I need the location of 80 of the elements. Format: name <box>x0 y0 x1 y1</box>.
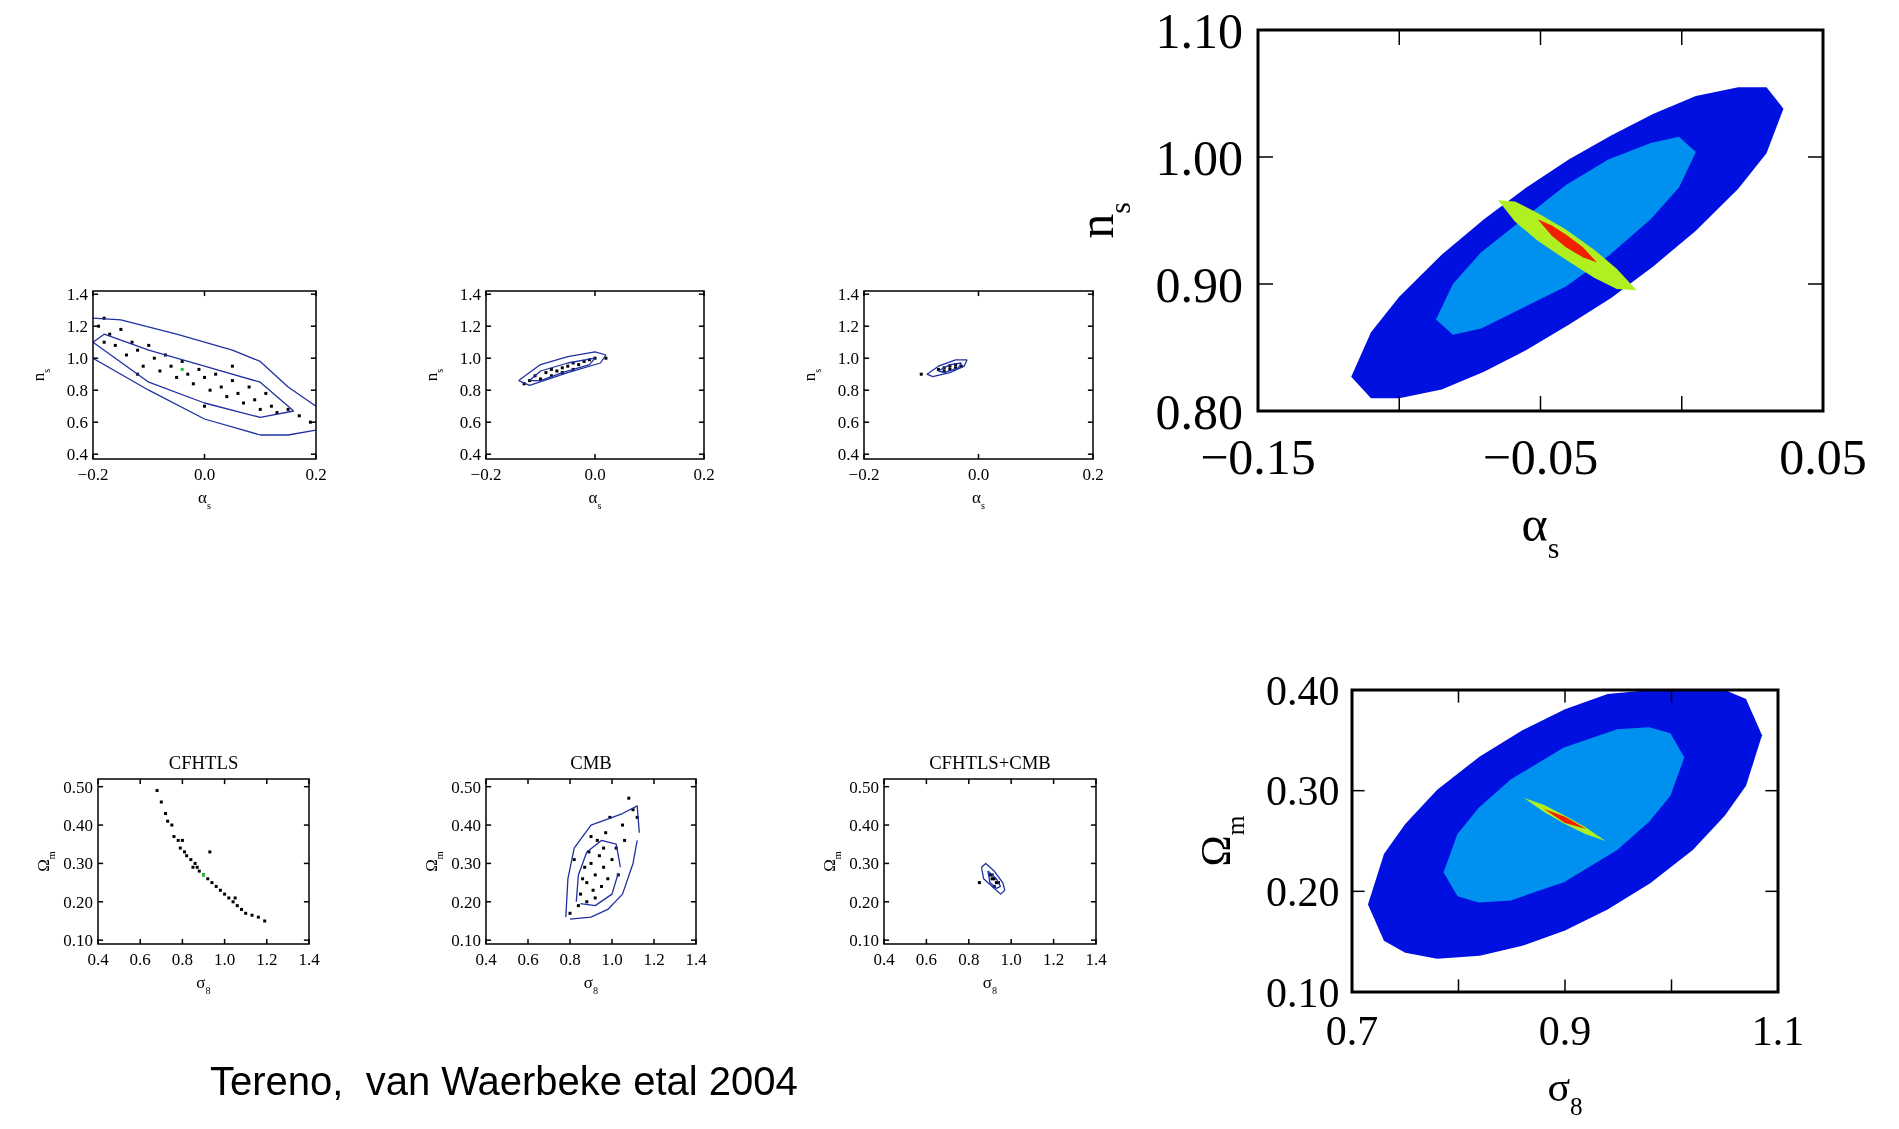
y-tick-label: 0.8 <box>66 381 88 401</box>
y-tick-label: 0.10 <box>451 931 481 951</box>
y-tick-label: 0.50 <box>63 777 93 797</box>
x-tick-label: 1.2 <box>1042 950 1065 970</box>
x-tick-label: 1.2 <box>256 950 278 970</box>
x-axis-title: σ$_{8}$ <box>196 973 211 996</box>
x-axis-title: α$_{s}$ <box>972 488 985 511</box>
x-tick-label: 0.2 <box>305 465 327 485</box>
y-tick-label: 0.40 <box>451 816 481 835</box>
y-tick-label: 0.30 <box>63 854 93 874</box>
x-tick-label: 0.4 <box>873 950 896 970</box>
x-tick-label: 1.0 <box>601 950 623 970</box>
x-tick-label: −0.2 <box>470 465 502 485</box>
y-tick-label: 0.20 <box>849 892 879 912</box>
x-tick-label: 0.6 <box>129 950 151 970</box>
y-tick-label: 0.30 <box>1265 768 1340 815</box>
x-tick-label: 1.4 <box>1085 950 1108 970</box>
x-tick-label: 0.8 <box>559 950 581 970</box>
x-tick-label: −0.2 <box>848 465 880 485</box>
x-tick-label: 1.1 <box>1751 1007 1805 1054</box>
y-tick-label: 0.30 <box>451 854 481 874</box>
y-tick-label: 1.2 <box>837 317 859 337</box>
y-tick-label: 1.4 <box>837 285 860 305</box>
y-tick-label: 1.2 <box>459 317 481 337</box>
x-tick-label: 0.9 <box>1538 1007 1592 1054</box>
y-tick-label: 0.10 <box>849 931 879 951</box>
y-tick-label: 1.4 <box>66 285 89 305</box>
x-tick-label: 0.6 <box>915 950 938 970</box>
y-tick-label: 0.50 <box>849 777 879 797</box>
x-tick-label: 0.05 <box>1779 428 1867 485</box>
x-tick-label: 0.2 <box>1082 465 1104 485</box>
y-tick-label: 0.8 <box>837 381 859 401</box>
y-tick-label: 0.40 <box>849 816 879 835</box>
x-tick-label: −0.2 <box>77 465 109 485</box>
chart-title: CFHTLS <box>168 751 239 773</box>
y-tick-label: 0.30 <box>849 854 879 874</box>
y-tick-label: 1.0 <box>837 349 859 369</box>
x-axis-title: σ$_{8}$ <box>982 973 998 996</box>
x-tick-label: 1.0 <box>213 950 236 970</box>
chart-title: CMB <box>570 751 612 773</box>
x-tick-label: 1.0 <box>1000 950 1022 970</box>
y-tick-label: 0.80 <box>1155 383 1243 440</box>
x-tick-label: 0.0 <box>584 465 606 485</box>
y-tick-label: 0.8 <box>459 381 481 401</box>
text: Tereno, van Waerbeke etal 2004 <box>210 1059 798 1103</box>
x-tick-label: 1.4 <box>298 950 321 970</box>
x-axis-title: α$_{s}$ <box>198 488 211 511</box>
y-tick-label: 1.2 <box>66 317 88 337</box>
y-tick-label: 1.10 <box>1155 2 1243 59</box>
x-tick-label: 0.6 <box>517 950 539 970</box>
x-tick-label: 1.4 <box>685 950 708 970</box>
x-axis-title: σ$_{8}$ <box>1547 1064 1583 1120</box>
x-axis-title: σ$_{8}$ <box>583 973 599 996</box>
chart-title: CFHTLS+CMB <box>929 751 1051 773</box>
y-tick-label: 0.20 <box>451 892 481 912</box>
x-tick-label: 1.2 <box>643 950 665 970</box>
y-tick-label: 1.0 <box>459 349 481 369</box>
x-axis-title: α$_{s}$ <box>588 488 602 511</box>
x-tick-label: 0.0 <box>193 465 216 485</box>
y-tick-label: 0.6 <box>837 413 859 433</box>
y-tick-label: 0.6 <box>459 413 481 433</box>
y-tick-label: 0.20 <box>63 892 93 912</box>
x-tick-label: 0.4 <box>475 950 498 970</box>
x-tick-label: 0.4 <box>87 950 110 970</box>
y-tick-label: 0.10 <box>63 931 93 951</box>
x-tick-label: 0.0 <box>967 465 990 485</box>
y-tick-label: 1.0 <box>66 349 88 369</box>
x-tick-label: 0.8 <box>958 950 980 970</box>
y-tick-label: 1.4 <box>459 285 482 305</box>
x-tick-label: 0.2 <box>693 465 715 485</box>
y-tick-label: 0.90 <box>1155 256 1243 313</box>
x-tick-label: 0.8 <box>171 950 194 970</box>
y-tick-label: 0.20 <box>1265 869 1340 916</box>
y-tick-label: 0.50 <box>451 777 481 797</box>
x-tick-label: −0.05 <box>1482 428 1599 485</box>
y-tick-label: 0.40 <box>1265 667 1340 714</box>
y-tick-label: 0.40 <box>63 816 93 835</box>
y-tick-label: 0.6 <box>66 413 88 433</box>
x-axis-title: α$_{s}$ <box>1521 496 1560 564</box>
y-tick-label: 1.00 <box>1155 129 1243 186</box>
